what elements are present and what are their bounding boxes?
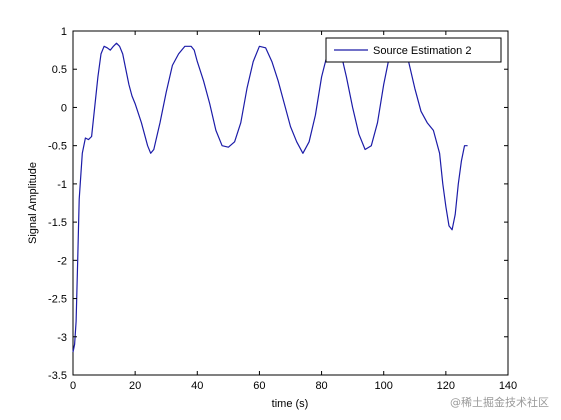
legend-label: Source Estimation 2: [373, 45, 471, 57]
y-tick-label: 0.5: [52, 64, 67, 76]
x-tick-label: 80: [315, 380, 327, 392]
x-axis-label: time (s): [272, 398, 309, 410]
y-tick-label: 1: [61, 26, 67, 38]
y-tick-label: -2: [57, 255, 67, 267]
x-tick-label: 60: [253, 380, 265, 392]
y-tick-label: -0.5: [48, 141, 67, 153]
legend: Source Estimation 2: [325, 37, 502, 63]
x-tick-label: 140: [499, 380, 517, 392]
y-tick-label: -3.5: [48, 370, 67, 382]
x-tick-label: 40: [191, 380, 203, 392]
y-tick-label: -1.5: [48, 217, 67, 229]
plot-area: [72, 30, 509, 376]
watermark-text: @稀土掘金技术社区: [450, 396, 549, 409]
x-tick-label: 20: [129, 380, 141, 392]
y-tick-label: -3: [57, 332, 67, 344]
x-tick-label: 100: [375, 380, 393, 392]
y-tick-label: -1: [57, 179, 67, 191]
x-tick-label: 0: [70, 380, 76, 392]
y-tick-label: -2.5: [48, 294, 67, 306]
x-tick-label: 120: [437, 380, 455, 392]
series-line: [72, 41, 468, 353]
y-axis-label: Signal Amplitude: [27, 162, 39, 244]
y-tick-label: 0: [61, 102, 67, 114]
